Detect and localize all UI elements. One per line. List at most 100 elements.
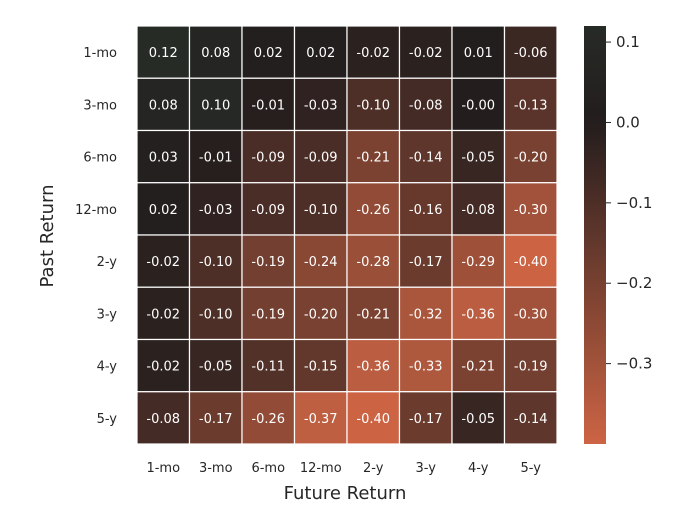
- heatmap-cell: [293, 391, 348, 445]
- colorbar-tick-label: −0.3: [616, 355, 652, 373]
- cell-value-label: -0.17: [409, 412, 443, 427]
- y-tick-label: 5-y: [97, 412, 118, 427]
- x-tick-label: 3-mo: [199, 461, 233, 476]
- x-tick-label: 5-y: [521, 461, 542, 476]
- y-tick-label: 2-y: [97, 255, 118, 270]
- cell-value-label: -0.28: [356, 255, 390, 270]
- cell-value-label: -0.29: [461, 255, 495, 270]
- heatmap-cell: [346, 286, 401, 341]
- heatmap-cell: [346, 391, 401, 445]
- cell-value-label: -0.10: [356, 98, 390, 113]
- cell-value-label: -0.01: [251, 98, 285, 113]
- cell-value-label: -0.15: [304, 360, 338, 375]
- cell-value-label: -0.02: [146, 360, 180, 375]
- cell-value-label: 0.02: [306, 46, 335, 61]
- heatmap-cell: [451, 338, 506, 393]
- y-tick-label: 1-mo: [83, 46, 117, 61]
- heatmap-cell: [503, 129, 558, 184]
- cell-value-label: -0.17: [409, 255, 443, 270]
- heatmap-cell: [503, 77, 558, 132]
- cell-value-label: -0.05: [461, 412, 495, 427]
- x-tick-label: 1-mo: [146, 461, 180, 476]
- cell-value-label: -0.09: [304, 151, 338, 166]
- cell-value-label: -0.26: [356, 203, 390, 218]
- colorbar-tick-label: −0.1: [616, 194, 652, 212]
- heatmap-cell-labels: 0.12 0.08 0.02 0.02 -0.02 -0.02 0.01 -0.06 0.08 0…: [146, 46, 547, 427]
- cell-value-label: -0.02: [146, 307, 180, 322]
- heatmap-cell: [503, 338, 558, 393]
- heatmap-cell: [398, 129, 453, 184]
- colorbar-ticks: 0.1 0.0 −0.1 −0.2 −0.3: [606, 33, 652, 373]
- heatmap-cell: [293, 234, 348, 288]
- heatmap-cell: [188, 129, 243, 184]
- heatmap-cell: [241, 286, 296, 341]
- cell-value-label: -0.06: [514, 46, 548, 61]
- cell-value-label: -0.13: [514, 98, 548, 113]
- cell-value-label: -0.36: [356, 360, 390, 375]
- heatmap-cell: [451, 129, 506, 184]
- heatmap-cell: [241, 391, 296, 445]
- y-tick-label: 12-mo: [75, 203, 117, 218]
- cell-value-label: 0.02: [149, 203, 178, 218]
- heatmap-cell: [451, 286, 506, 341]
- cell-value-label: -0.20: [514, 151, 548, 166]
- heatmap-cell: [188, 77, 243, 132]
- cell-value-label: -0.10: [199, 307, 233, 322]
- cell-value-label: -0.09: [251, 203, 285, 218]
- heatmap-cell: [346, 338, 401, 393]
- cell-value-label: 0.12: [149, 46, 178, 61]
- heatmap-cell: [398, 391, 453, 445]
- cell-value-label: -0.05: [461, 151, 495, 166]
- cell-value-label: -0.30: [514, 203, 548, 218]
- heatmap-cell: [398, 338, 453, 393]
- cell-value-label: -0.17: [199, 412, 233, 427]
- colorbar-tick-label: 0.0: [616, 113, 640, 131]
- heatmap-cell: [293, 182, 348, 236]
- colorbar-tick-label: 0.1: [616, 33, 640, 51]
- heatmap-cell: [346, 234, 401, 288]
- cell-value-label: -0.03: [304, 98, 338, 113]
- heatmap-cell: [136, 129, 191, 184]
- cell-value-label: -0.10: [304, 203, 338, 218]
- cell-value-label: -0.36: [461, 307, 495, 322]
- y-axis-title: Past Return: [37, 185, 58, 288]
- cell-value-label: -0.24: [304, 255, 338, 270]
- heatmap-cell: [398, 286, 453, 341]
- heatmap-cell: [136, 391, 191, 445]
- cell-value-label: -0.03: [199, 203, 233, 218]
- y-tick-label: 6-mo: [83, 151, 117, 166]
- x-tick-label: 4-y: [468, 461, 489, 476]
- cell-value-label: -0.14: [514, 412, 548, 427]
- cell-value-label: -0.02: [146, 255, 180, 270]
- x-tick-label: 3-y: [416, 461, 437, 476]
- heatmap-cell: [503, 25, 558, 79]
- heatmap-cell: [346, 182, 401, 236]
- heatmap-cell: [293, 129, 348, 184]
- heatmap-cell: [188, 286, 243, 341]
- x-tick-label: 12-mo: [300, 461, 342, 476]
- cell-value-label: -0.02: [356, 46, 390, 61]
- heatmap-cell: [136, 338, 191, 393]
- heatmap-cell: [398, 77, 453, 132]
- cell-value-label: -0.37: [304, 412, 338, 427]
- cell-value-label: -0.19: [514, 360, 548, 375]
- heatmap-cell: [503, 234, 558, 288]
- cell-value-label: -0.00: [461, 98, 495, 113]
- y-axis-tick-labels: 1-mo 3-mo 6-mo 12-mo 2-y 3-y 4-y 5-y: [75, 46, 117, 427]
- x-axis-title: Future Return: [284, 483, 407, 504]
- cell-value-label: 0.03: [149, 151, 178, 166]
- y-tick-label: 4-y: [97, 360, 118, 375]
- cell-value-label: -0.40: [514, 255, 548, 270]
- heatmap-cells: [136, 25, 558, 445]
- heatmap-cell: [188, 338, 243, 393]
- cell-value-label: -0.08: [461, 203, 495, 218]
- heatmap-cell: [188, 25, 243, 79]
- cell-value-label: -0.26: [251, 412, 285, 427]
- cell-value-label: 0.01: [464, 46, 493, 61]
- heatmap-cell: [241, 338, 296, 393]
- cell-value-label: -0.16: [409, 203, 443, 218]
- colorbar: [584, 26, 606, 444]
- cell-value-label: -0.11: [251, 360, 285, 375]
- cell-value-label: 0.10: [201, 98, 230, 113]
